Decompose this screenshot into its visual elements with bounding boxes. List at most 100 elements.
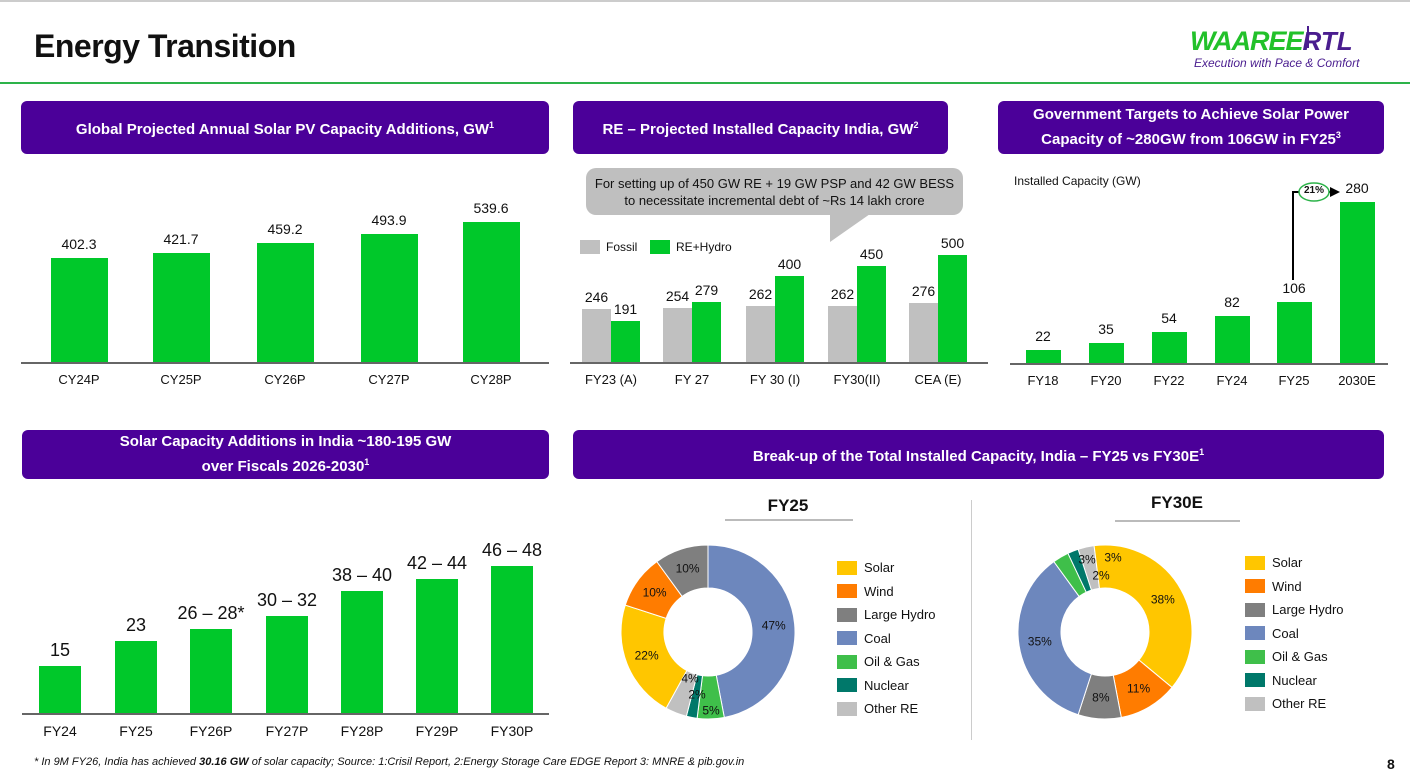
fy30e-underline [1115,520,1240,522]
bar [39,666,81,713]
value-label: 459.2 [267,220,303,237]
slice-nuclear [1067,548,1093,593]
slice-label: 10% [642,585,667,600]
bar [1025,350,1061,363]
slice-label: 3% [1078,552,1096,567]
category-label: FY22 [1153,373,1185,388]
value-label: 30 – 32 [256,590,318,611]
value-label: 254 [665,287,690,304]
category-label: FY30(II) [833,372,881,387]
footnote-post: of solar capacity; Source: 1:Crisil Repo… [248,756,745,768]
donut-title: FY25 [767,496,809,515]
legend-swatch [837,607,857,622]
value-label: 22 [1035,328,1051,345]
x-axis [570,362,988,364]
footnote-bold: 30.16 GW [199,756,249,768]
title-divider [0,82,1410,84]
header-text-2: over Fiscals 2026-2030 [201,458,365,475]
value-label: 15 [49,640,71,661]
legend-item: Other RE [837,701,918,716]
bar [1214,315,1250,363]
page-number: 8 [1387,756,1395,772]
logo-sub: RTL [1302,26,1353,56]
legend-swatch [1245,649,1265,664]
value-label: 400 [777,256,802,273]
legend-swatch [837,701,857,716]
slice-label: 2% [1092,568,1110,583]
value-label: 262 [748,285,773,302]
callout-line-1: For setting up of 450 GW RE + 19 GW PSP … [594,176,955,191]
bar [360,233,418,362]
header-text: Government Targets to Achieve Solar Powe… [1033,106,1349,123]
legend-swatch [1245,602,1265,617]
bar-fossil [582,309,611,362]
sup: 2 [913,120,919,130]
legend-swatch [1245,696,1265,711]
category-label: CY28P [470,372,512,387]
bar [341,591,383,713]
category-label: CY26P [264,372,306,387]
callout-line-2: to necessitate incremental debt of ~Rs 1… [624,193,925,208]
sup: 1 [364,457,370,467]
legend-label: Other RE [1272,696,1327,711]
slice-label: 38% [1150,592,1175,607]
legend-item: Oil & Gas [837,654,920,669]
legend-label: Oil & Gas [864,654,920,669]
logo-separator [1306,26,1309,48]
legend-label: Large Hydro [864,607,936,622]
legend-swatch [837,654,857,669]
legend-label: Other RE [864,701,919,716]
value-label: 276 [911,282,936,299]
value-label: 493.9 [371,211,407,228]
legend-fossil: Fossil [580,240,637,254]
bar [190,628,232,713]
slice-large-hydro [656,544,709,598]
bar-fossil [828,305,857,362]
bar [1339,202,1375,363]
slice-label: 35% [1027,634,1052,649]
slice-label: 10% [675,561,700,576]
category-label: FY28P [340,723,384,739]
category-label: FY25 [119,723,153,739]
value-label: 279 [694,282,719,299]
bar-re-hydro [692,302,721,362]
cagr-arrow [1292,182,1340,280]
category-label: FY24 [43,723,77,739]
debt-callout: For setting up of 450 GW RE + 19 GW PSP … [586,168,963,215]
bar-re-hydro [938,255,967,362]
bar [1276,302,1312,363]
category-label: CY27P [368,372,410,387]
value-label: 421.7 [163,230,199,247]
bar [462,222,520,362]
legend-item: Nuclear [837,678,909,693]
legend-swatch [650,240,670,254]
logo-tagline: Execution with Pace & Comfort [1194,56,1360,70]
category-label: FY25 [1278,373,1310,388]
bar-fossil [909,302,938,362]
legend-label: Coal [1272,625,1299,641]
slice-label: 3% [1104,550,1122,565]
legend-swatch [837,560,857,575]
value-label: 450 [859,245,884,262]
category-label: 2030E [1338,373,1376,388]
legend-label: Solar [864,560,895,575]
panel-header-re: RE – Projected Installed Capacity India,… [573,101,948,154]
slice-label: 4% [681,671,699,686]
category-label: CEA (E) [914,372,962,387]
legend-item: Wind [837,584,894,599]
legend-swatch [837,631,857,645]
header-text: RE – Projected Installed Capacity India,… [602,121,914,138]
legend-item: Large Hydro [837,607,936,622]
bar [115,641,157,713]
bar [1088,342,1124,363]
x-axis [22,713,549,715]
category-label: FY 27 [674,372,710,387]
category-label: FY27P [265,723,309,739]
bar [50,257,108,362]
bar [256,242,314,362]
slice-label: 11% [1127,681,1151,696]
footnote: * In 9M FY26, India has achieved 30.16 G… [34,756,744,768]
donut-title: FY30E [1151,493,1203,512]
legend-label: Solar [1272,555,1303,570]
bar-fossil [746,305,775,362]
